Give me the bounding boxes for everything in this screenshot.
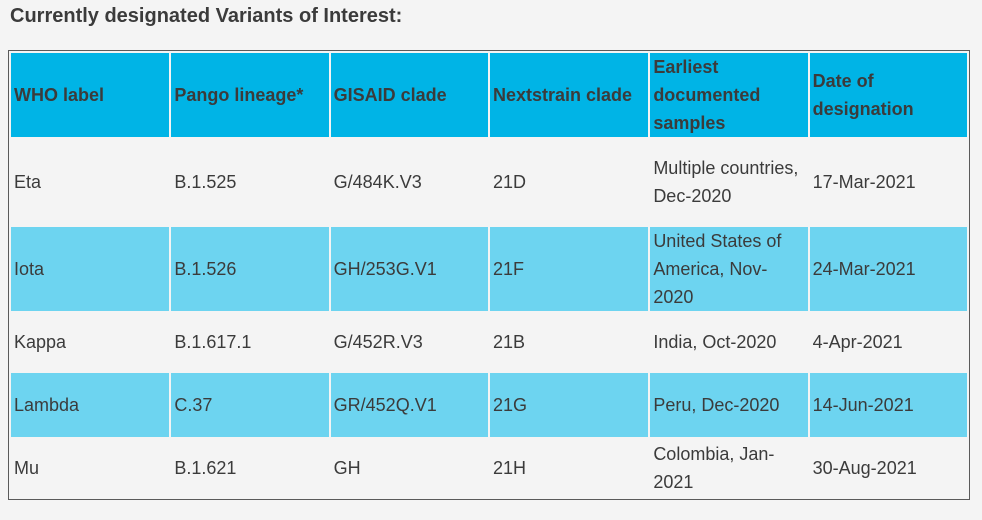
table-cell: GH [330, 439, 488, 497]
table-cell: G/484K.V3 [330, 139, 488, 225]
page-title: Currently designated Variants of Interes… [10, 5, 403, 27]
header-row: WHO label Pango lineage* GISAID clade Nexts… [11, 53, 967, 137]
column-header: Nextstrain clade [489, 53, 649, 137]
table-cell: C.37 [171, 373, 329, 437]
table-cell: B.1.526 [171, 227, 329, 311]
table-cell: 17-Mar-2021 [809, 139, 967, 225]
table-cell: 4-Apr-2021 [809, 313, 967, 371]
table-cell: B.1.525 [171, 139, 329, 225]
column-header: GISAID clade [330, 53, 488, 137]
table-cell: 21B [489, 313, 649, 371]
table-cell: GH/253G.V1 [330, 227, 488, 311]
table-cell: 14-Jun-2021 [809, 373, 967, 437]
table-cell: G/452R.V3 [330, 313, 488, 371]
table-cell: Lambda [11, 373, 170, 437]
table-cell: United States of America, Nov-2020 [650, 227, 808, 311]
table-cell: Peru, Dec-2020 [650, 373, 808, 437]
table-row: Kappa B.1.617.1 G/452R.V3 21B India, Oct-202… [11, 313, 967, 371]
column-header: Pango lineage* [171, 53, 329, 137]
column-header: WHO label [11, 53, 170, 137]
variants-table: WHO label Pango lineage* GISAID clade Nexts… [8, 50, 970, 500]
column-header: Date of designation [809, 53, 967, 137]
table-cell: Mu [11, 439, 170, 497]
table-cell: Eta [11, 139, 170, 225]
table-cell: 21F [489, 227, 649, 311]
table-cell: B.1.617.1 [171, 313, 329, 371]
table-cell: Kappa [11, 313, 170, 371]
table-row: Mu B.1.621 GH 21H Colombia, Jan-2021 30-Aug-2… [11, 439, 967, 497]
table-cell: 21G [489, 373, 649, 437]
table-cell: 24-Mar-2021 [809, 227, 967, 311]
table-cell: India, Oct-2020 [650, 313, 808, 371]
column-header: Earliest documented samples [650, 53, 808, 137]
table-cell: B.1.621 [171, 439, 329, 497]
table-cell: 21D [489, 139, 649, 225]
table-row: Lambda C.37 GR/452Q.V1 21G Peru, Dec-2020 14-… [11, 373, 967, 437]
table-row: Iota B.1.526 GH/253G.V1 21F United States of… [11, 227, 967, 311]
table-cell: Colombia, Jan-2021 [650, 439, 808, 497]
table-row: Eta B.1.525 G/484K.V3 21D Multiple countries… [11, 139, 967, 225]
table-cell: GR/452Q.V1 [330, 373, 488, 437]
table-cell: Multiple countries, Dec-2020 [650, 139, 808, 225]
table-cell: 21H [489, 439, 649, 497]
table-cell: Iota [11, 227, 170, 311]
table-cell: 30-Aug-2021 [809, 439, 967, 497]
